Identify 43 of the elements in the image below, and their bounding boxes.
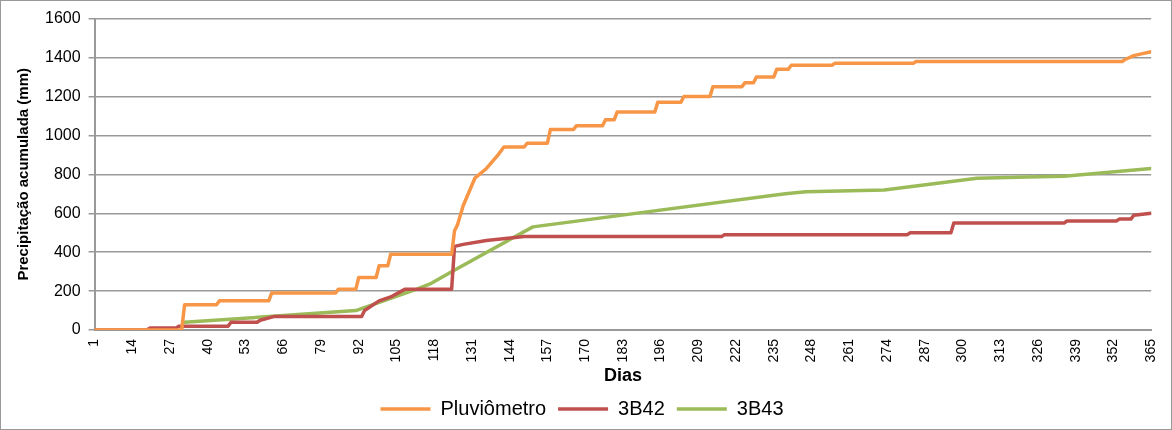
legend-label: 3B42 [618, 396, 665, 419]
x-tick-label: 118 [425, 338, 442, 362]
legend-label: Pluviômetro [440, 396, 547, 419]
x-tick-label: 222 [726, 338, 743, 363]
y-tick-label: 1600 [45, 9, 81, 27]
x-tick-label: 144 [500, 338, 517, 363]
x-tick-label: 183 [613, 338, 630, 363]
y-tick-label: 400 [53, 242, 81, 260]
x-tick-label: 313 [991, 338, 1008, 363]
x-tick-label: 352 [1104, 338, 1121, 363]
x-tick-label: 274 [877, 338, 894, 363]
x-tick-label: 326 [1028, 338, 1045, 363]
x-tick-label: 1 [85, 338, 102, 347]
y-axis-title: Precipitação acumulada (mm) [14, 68, 32, 281]
y-tick-label: 800 [53, 164, 81, 182]
x-tick-label: 196 [651, 338, 668, 363]
legend-label: 3B43 [736, 396, 784, 419]
x-tick-label: 66 [274, 338, 291, 355]
x-tick-label: 157 [538, 338, 555, 363]
x-axis-title: Dias [603, 365, 642, 386]
x-tick-label: 300 [953, 338, 970, 363]
x-tick-label: 27 [160, 338, 177, 355]
x-tick-label: 14 [123, 338, 140, 355]
x-tick-label: 53 [236, 338, 253, 355]
x-tick-label: 287 [915, 338, 932, 363]
y-tick-label: 0 [71, 320, 81, 338]
y-tick-label: 1400 [45, 47, 81, 65]
x-tick-label: 209 [689, 338, 706, 363]
y-tick-label: 200 [53, 281, 81, 299]
y-tick-label: 1200 [45, 86, 81, 104]
x-tick-label: 105 [387, 338, 404, 363]
x-tick-label: 79 [311, 338, 328, 355]
x-tick-label: 170 [576, 338, 593, 363]
y-tick-label: 1000 [45, 125, 81, 143]
x-tick-label: 40 [198, 338, 215, 355]
x-tick-label: 365 [1142, 338, 1159, 363]
x-tick-label: 339 [1066, 338, 1083, 363]
x-tick-label: 131 [462, 338, 479, 363]
y-tick-label: 600 [53, 203, 81, 221]
x-tick-label: 248 [802, 338, 819, 363]
x-tick-label: 92 [349, 338, 366, 355]
x-tick-label: 235 [764, 338, 781, 363]
x-tick-label: 261 [840, 338, 857, 363]
